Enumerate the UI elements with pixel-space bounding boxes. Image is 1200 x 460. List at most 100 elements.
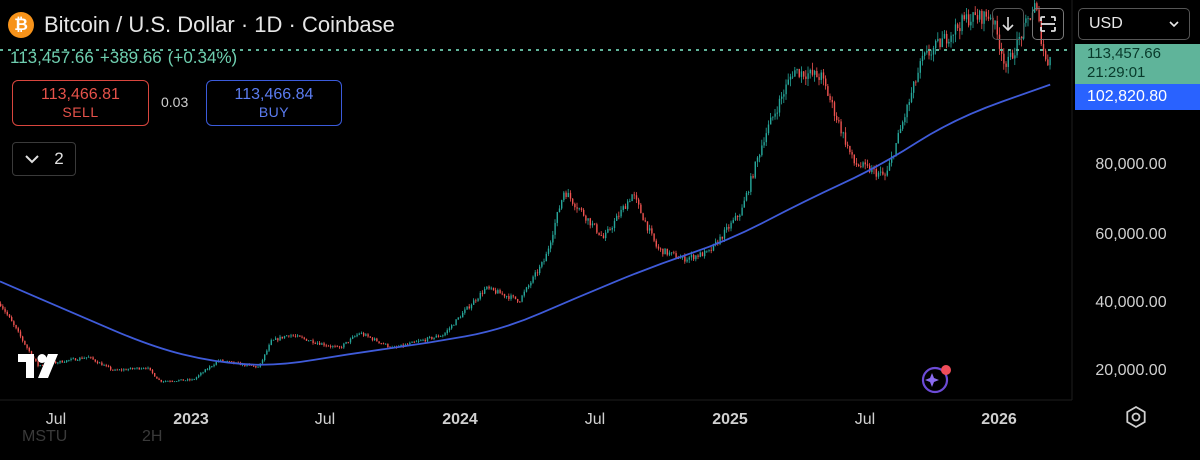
candle-body [426,337,429,342]
candle-body [420,340,422,342]
price-change-percent: (+0.34%) [167,48,238,67]
candle-body [336,346,338,348]
candle-body [11,317,13,322]
candle-body [657,246,660,249]
moving-average-tag: 102,820.80 [1075,84,1200,110]
candle-body [781,96,783,99]
candle-body [1027,18,1029,20]
candle-body [158,378,160,380]
candle-body [382,343,385,345]
candle-body [849,145,851,153]
candle-body [622,206,624,210]
candle-body [437,335,440,337]
candle-body [459,317,462,319]
candle-body [605,232,607,239]
candle-body [0,303,2,307]
bottom-ghost-symbol: MSTU [22,428,68,445]
candle-body [1003,53,1005,64]
currency-select[interactable]: USD [1078,8,1190,40]
symbol-header[interactable]: ₿ Bitcoin / U.S. Dollar · 1D · Coinbase [0,8,395,42]
candle-body [365,334,367,336]
candle-body [57,362,59,364]
candle-body [635,195,638,200]
price-change: +389.66 [99,48,162,67]
candle-body [261,360,264,364]
candle-body [794,70,796,77]
candle-body [926,50,928,53]
time-tick-label: Jul [855,411,875,428]
candle-body [453,325,455,326]
candle-body [732,220,734,223]
candle-body [473,300,475,305]
candle-body [541,262,543,267]
candle-body [204,369,206,373]
candle-body [715,241,717,244]
candle-body [820,72,822,80]
sell-button[interactable]: 113,466.81 SELL [12,80,149,126]
time-tick-label: Jul [46,411,66,428]
candle-body [112,369,114,371]
candle-body [1001,48,1003,54]
candle-body [1036,3,1038,10]
candle-body [587,218,589,221]
candle-body [840,121,842,134]
candle-body [127,369,129,371]
candle-body [803,71,805,77]
candle-body [279,336,281,341]
candle-body [902,122,904,129]
candle-body [462,312,464,318]
candle-body [402,344,404,347]
candle-body [74,358,77,361]
candle-body [561,200,563,209]
candle-body [858,164,860,167]
candle-body [305,338,308,341]
candle-body [1038,9,1040,22]
candle-body [787,79,789,85]
candle-body [195,377,198,380]
symbol-title[interactable]: Bitcoin / U.S. Dollar · 1D · Coinbase [44,12,395,37]
candle-body [171,381,173,383]
candle-body [440,336,442,337]
candle-body [105,365,107,366]
candle-body [844,132,847,145]
candle-body [888,162,891,171]
candle-body [734,215,737,221]
candle-body [948,41,950,44]
candle-body [191,379,193,381]
chevron-down-icon [25,155,39,164]
candle-body [721,236,723,239]
gear-icon[interactable] [1124,405,1148,429]
candle-body [673,252,675,254]
candle-body [554,222,556,235]
candle-body [37,361,39,366]
candle-body [756,157,759,162]
candle-body [72,358,74,360]
candle-body [26,344,28,348]
candle-body [374,338,376,341]
download-button[interactable] [992,8,1024,40]
candle-body [943,33,946,39]
candle-body [455,319,457,326]
candle-body [114,369,116,371]
candle-body [567,192,569,198]
candle-body [941,38,943,48]
candle-body [492,287,495,291]
candle-body [785,84,787,95]
candle-body [281,336,283,339]
quote-line: 113,457.66 +389.66 (+0.34%) [10,48,243,68]
candle-body [479,292,481,299]
tradingview-logo[interactable] [18,354,64,378]
candle-body [660,248,662,250]
candle-body [136,367,138,369]
price-scale: 80,000.00 60,000.00 40,000.00 20,000.00 [1095,156,1166,379]
candle-body [200,373,202,376]
screenshot-button[interactable] [1032,8,1064,40]
candle-body [143,368,145,370]
sparkle-icon[interactable] [920,364,960,394]
candle-body [41,365,44,366]
buy-button[interactable]: 113,466.84 BUY [206,80,342,126]
indicators-toggle-button[interactable]: 2 [12,142,76,176]
candle-body [908,102,910,106]
candle-body [651,228,653,234]
